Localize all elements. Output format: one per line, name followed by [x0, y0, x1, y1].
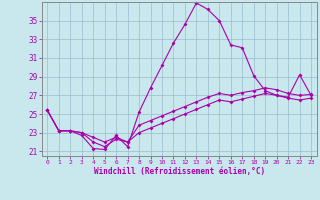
- X-axis label: Windchill (Refroidissement éolien,°C): Windchill (Refroidissement éolien,°C): [94, 167, 265, 176]
